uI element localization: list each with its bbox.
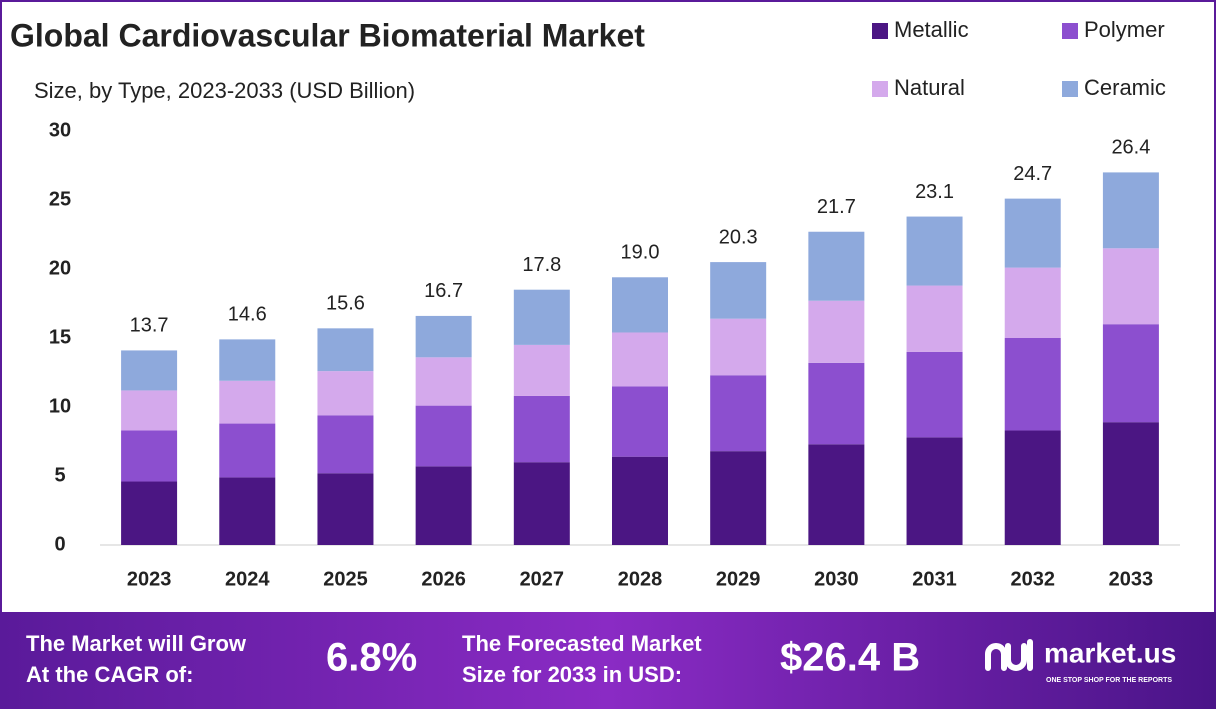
x-tick-label: 2029 xyxy=(716,568,761,590)
x-tick-label: 2027 xyxy=(520,568,565,590)
footer-band xyxy=(0,612,1216,709)
bar-segment xyxy=(906,216,963,286)
bar-segment xyxy=(317,415,374,474)
brand-logo: market.us ONE STOP SHOP FOR THE REPORTS xyxy=(985,637,1176,684)
forecast-label: Size for 2033 in USD: xyxy=(462,662,682,687)
cagr-label: At the CAGR of: xyxy=(26,662,193,687)
legend-swatch xyxy=(872,23,888,39)
bar-segment xyxy=(415,315,472,358)
bar-segment xyxy=(219,380,276,424)
bar-segment xyxy=(1004,430,1061,545)
bar-segment xyxy=(415,466,472,545)
bar-segment xyxy=(808,300,865,363)
total-label: 19.0 xyxy=(621,242,660,264)
bar-segment xyxy=(906,285,963,352)
bar-segment xyxy=(219,477,276,545)
bar-segment xyxy=(808,231,865,301)
bar-segment xyxy=(1004,338,1061,431)
bar-segment xyxy=(121,430,178,482)
x-tick-label: 2028 xyxy=(618,568,663,590)
brand-icon xyxy=(985,639,1033,671)
bar-segment xyxy=(121,350,178,391)
bar-segment xyxy=(808,362,865,445)
x-tick-label: 2025 xyxy=(323,568,368,590)
bar-segment xyxy=(219,339,276,381)
bar-segment xyxy=(612,386,668,457)
legend-label: Natural xyxy=(894,75,965,100)
bar-segment xyxy=(612,277,668,333)
bar-segment xyxy=(513,344,570,396)
y-tick-label: 30 xyxy=(49,119,71,141)
total-label: 16.7 xyxy=(424,280,463,302)
brand-name: market.us xyxy=(1044,637,1176,668)
x-tick-label: 2031 xyxy=(912,568,957,590)
legend-label: Ceramic xyxy=(1084,75,1166,100)
forecast-value: $26.4 B xyxy=(780,636,920,680)
cagr-value: 6.8% xyxy=(326,636,417,680)
y-tick-label: 10 xyxy=(49,395,71,417)
bar-segment xyxy=(1102,248,1159,325)
legend-label: Metallic xyxy=(894,17,969,42)
total-label: 17.8 xyxy=(522,254,561,276)
bar-segment xyxy=(710,451,767,545)
bar-segment xyxy=(513,462,570,545)
bar-segment xyxy=(317,473,374,545)
y-tick-label: 20 xyxy=(49,257,71,279)
legend-swatch xyxy=(1062,23,1078,39)
total-label: 21.7 xyxy=(817,196,856,218)
chart-title: Global Cardiovascular Biomaterial Market xyxy=(10,17,645,53)
bar-segment xyxy=(1102,422,1159,545)
bar-segment xyxy=(317,328,374,372)
legend-swatch xyxy=(872,81,888,97)
x-tick-label: 2032 xyxy=(1010,568,1055,590)
bar-segment xyxy=(710,262,767,319)
bar-segment xyxy=(317,371,374,416)
bar-segment xyxy=(121,481,178,545)
y-tick-label: 25 xyxy=(49,188,71,210)
y-tick-label: 15 xyxy=(49,326,71,348)
bar-segment xyxy=(415,357,472,406)
bar-segment xyxy=(612,332,668,387)
brand-tagline: ONE STOP SHOP FOR THE REPORTS xyxy=(1046,677,1172,684)
legend-label: Polymer xyxy=(1084,17,1165,42)
x-tick-label: 2026 xyxy=(421,568,466,590)
x-tick-label: 2023 xyxy=(127,568,172,590)
total-label: 13.7 xyxy=(130,315,169,337)
bar-segment xyxy=(1004,267,1061,338)
bar-segment xyxy=(121,390,178,431)
bar-segment xyxy=(219,423,276,478)
total-label: 26.4 xyxy=(1111,137,1150,159)
total-label: 15.6 xyxy=(326,293,365,315)
bar-segment xyxy=(710,318,767,376)
bar-segment xyxy=(513,395,570,463)
bar-segment xyxy=(808,444,865,545)
bar-segment xyxy=(1004,198,1061,268)
cagr-label: The Market will Grow xyxy=(26,631,247,656)
bar-segment xyxy=(415,405,472,467)
bar-segment xyxy=(1102,172,1159,249)
total-label: 24.7 xyxy=(1013,163,1052,185)
x-tick-label: 2024 xyxy=(225,568,270,590)
bar-segment xyxy=(906,351,963,438)
bar-segment xyxy=(513,289,570,345)
bar-segment xyxy=(906,437,963,545)
chart-subtitle: Size, by Type, 2023-2033 (USD Billion) xyxy=(34,78,415,103)
x-tick-label: 2030 xyxy=(814,568,859,590)
bar-segment xyxy=(710,375,767,452)
bar-segment xyxy=(612,456,668,545)
total-label: 14.6 xyxy=(228,304,267,326)
y-tick-label: 0 xyxy=(54,533,65,555)
total-label: 20.3 xyxy=(719,226,758,248)
bar-segment xyxy=(1102,324,1159,423)
x-tick-label: 2033 xyxy=(1109,568,1154,590)
legend-swatch xyxy=(1062,81,1078,97)
forecast-label: The Forecasted Market xyxy=(462,631,702,656)
y-tick-label: 5 xyxy=(54,464,65,486)
total-label: 23.1 xyxy=(915,181,954,203)
